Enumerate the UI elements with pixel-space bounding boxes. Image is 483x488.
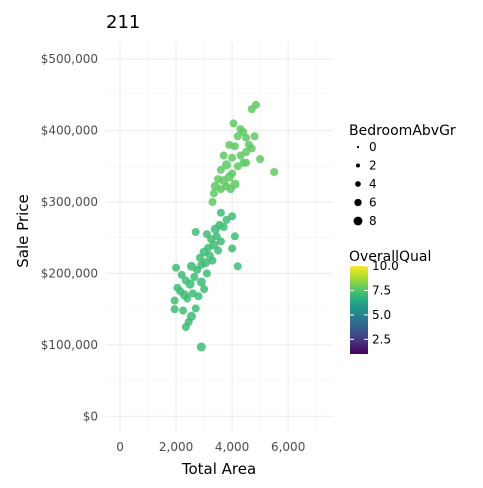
data-point	[247, 144, 256, 153]
data-point	[233, 132, 242, 141]
size-legend-dot	[354, 198, 362, 207]
data-point	[183, 294, 192, 303]
data-point	[208, 256, 217, 265]
data-point	[219, 222, 228, 232]
data-point	[202, 269, 211, 278]
y-tick-label: $500,000	[41, 52, 98, 66]
data-point	[229, 119, 238, 128]
x-tick-label: 6,000	[271, 440, 305, 454]
data-point	[190, 272, 199, 282]
size-legend-dot	[356, 145, 360, 149]
data-point	[216, 208, 225, 217]
data-point	[251, 100, 260, 109]
data-point	[191, 227, 200, 237]
color-legend-bar	[350, 266, 368, 354]
data-point	[194, 292, 203, 301]
size-legend-label: 2	[369, 159, 377, 173]
data-point	[221, 160, 232, 170]
x-axis-label: Total Area	[181, 460, 256, 478]
size-legend-dot	[355, 181, 361, 187]
minor-gridlines	[106, 42, 333, 432]
size-legend-label: 4	[369, 177, 377, 191]
data-point	[196, 277, 206, 287]
data-point	[228, 212, 237, 221]
color-legend: OverallQual 2.5 5.0 7.5 10.0	[349, 249, 431, 354]
data-point	[233, 262, 242, 271]
size-legend-keys: 0 2 4 6 8	[353, 140, 377, 228]
data-point	[228, 169, 237, 178]
y-tick-label: $200,000	[41, 266, 98, 280]
data-points	[170, 100, 279, 352]
color-legend-label: 5.0	[372, 308, 391, 322]
data-point	[228, 153, 237, 162]
data-point	[172, 263, 181, 272]
data-point	[173, 283, 182, 292]
data-point	[250, 132, 259, 141]
y-tick-label: $100,000	[41, 338, 98, 352]
size-legend-label: 0	[369, 140, 377, 154]
data-point	[181, 276, 190, 285]
x-tick-label: 0	[116, 440, 124, 454]
data-point	[216, 237, 225, 246]
color-legend-label: 2.5	[372, 332, 391, 346]
size-legend-label: 8	[369, 214, 377, 228]
data-point	[177, 270, 186, 279]
x-tick-label: 4,000	[215, 440, 249, 454]
plot-panel	[106, 42, 333, 432]
data-point	[214, 175, 223, 184]
y-tick-label: $0	[83, 409, 98, 423]
y-axis-ticks: $0 $100,000 $200,000 $300,000 $400,000 $500,0…	[41, 52, 98, 423]
major-gridlines	[106, 42, 333, 432]
data-point	[170, 305, 179, 314]
color-legend-ticks: 2.5 5.0 7.5 10.0	[350, 259, 399, 346]
x-tick-label: 2,000	[159, 440, 193, 454]
data-point	[196, 342, 206, 352]
data-point	[230, 232, 239, 241]
y-axis-label: Sale Price	[14, 194, 32, 267]
chart-title: 211	[106, 12, 140, 33]
data-point	[256, 155, 265, 164]
data-point	[228, 244, 237, 253]
data-point	[225, 140, 234, 149]
data-point	[209, 189, 218, 198]
data-point	[200, 285, 209, 294]
data-point	[214, 246, 223, 255]
data-point	[208, 197, 217, 207]
color-legend-title: OverallQual	[349, 249, 431, 265]
data-point	[242, 158, 251, 167]
y-tick-label: $400,000	[41, 124, 98, 138]
data-point	[191, 304, 200, 313]
size-legend-label: 6	[369, 196, 377, 210]
data-point	[202, 230, 211, 239]
data-point	[186, 261, 197, 271]
y-tick-label: $300,000	[41, 195, 98, 209]
data-point	[170, 296, 179, 305]
data-point	[270, 167, 279, 177]
data-point	[242, 133, 251, 142]
data-point	[181, 322, 190, 332]
x-axis-ticks: 0 2,000 4,000 6,000	[116, 440, 305, 454]
size-legend: BedroomAbvGr 0 2 4 6 8	[349, 123, 456, 228]
size-legend-title: BedroomAbvGr	[349, 123, 456, 139]
data-point	[200, 258, 211, 268]
color-legend-label: 7.5	[372, 283, 391, 297]
data-point	[216, 165, 225, 174]
data-point	[179, 306, 188, 315]
data-point	[219, 151, 228, 160]
data-point	[226, 185, 235, 194]
data-point	[186, 311, 197, 321]
size-legend-dot	[355, 163, 361, 168]
color-legend-label: 10.0	[372, 259, 399, 273]
size-legend-dot	[353, 216, 363, 226]
data-point	[236, 125, 245, 134]
